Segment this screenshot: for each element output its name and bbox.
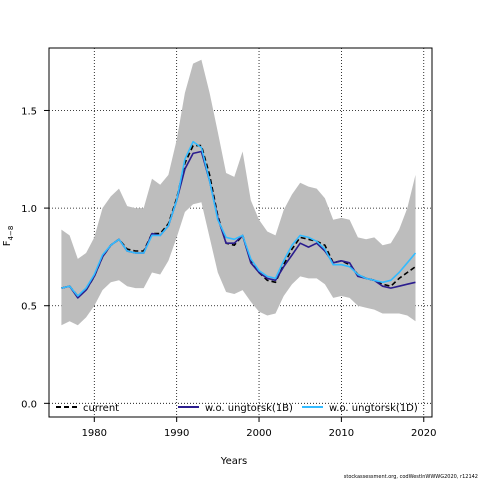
legend-label: w.o. ungtorsk(1D)	[329, 403, 418, 414]
y-axis: 0.0 0.5 1.0 1.5	[21, 106, 49, 410]
y-tick-label: 1.5	[21, 106, 37, 117]
x-tick-label: 2020	[411, 428, 436, 439]
y-axis-label-main: F	[2, 240, 13, 246]
x-axis: 1980 1990 2000 2010 2020	[82, 417, 436, 439]
y-tick-label: 1.0	[21, 204, 37, 215]
x-axis-label: Years	[220, 456, 247, 467]
series-lines	[61, 140, 417, 299]
x-tick-label: 2010	[329, 428, 354, 439]
legend: current w.o. ungtorsk(1B) w.o. ungtorsk(1D…	[56, 403, 418, 414]
y-tick-label: 0.5	[21, 302, 37, 313]
y-tick-label: 0.0	[21, 399, 37, 410]
y-axis-label: F4−8	[2, 226, 15, 247]
x-tick-label: 2000	[246, 428, 271, 439]
legend-label: current	[83, 403, 119, 414]
confidence-band	[61, 59, 416, 326]
series-line	[61, 140, 417, 297]
plot-frame	[48, 47, 433, 418]
credit-text: stockassessment.org, codWestlnWWWG2020, …	[344, 474, 478, 480]
x-tick-label: 1990	[164, 428, 189, 439]
y-axis-label-subscript: 4−8	[7, 226, 15, 241]
x-tick-label: 1980	[82, 428, 107, 439]
legend-label: w.o. ungtorsk(1B)	[205, 403, 293, 414]
